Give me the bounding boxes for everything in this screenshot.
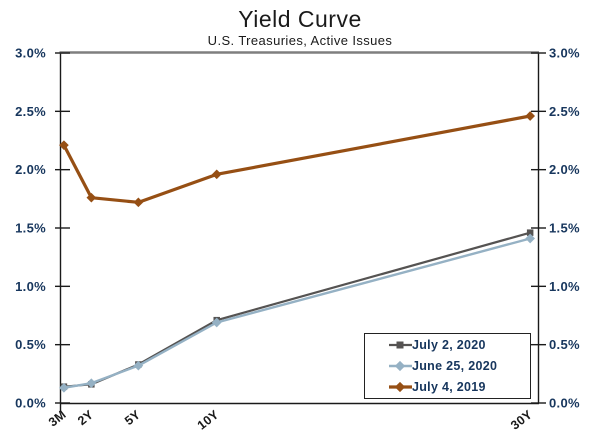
x-axis: 3M 2Y 5Y 10Y 30Y (46, 407, 535, 433)
data-point-marker (59, 140, 69, 151)
legend-label: July 2, 2020 (412, 338, 486, 352)
data-point-marker (394, 360, 406, 372)
data-point-marker (133, 197, 144, 208)
y-tick-label-right: 0.0% (549, 396, 580, 411)
y-tick-label-right: 3.0% (549, 46, 580, 61)
x-tick-label: 5Y (122, 407, 143, 428)
y-tick-label-left: 1.0% (15, 279, 46, 294)
data-point-marker (86, 378, 97, 389)
data-point-marker (86, 192, 97, 203)
y-tick-label-right: 2.0% (549, 162, 580, 177)
series-marker-icon (389, 381, 412, 393)
data-point-marker (133, 360, 144, 371)
chart-subtitle: U.S. Treasuries, Active Issues (207, 33, 393, 48)
legend: July 2, 2020 June 25, 2020 July 4, 2019 (364, 333, 531, 399)
y-tick-label-right: 1.0% (549, 279, 580, 294)
data-point-marker (394, 381, 406, 393)
series-marker-icon (389, 360, 412, 372)
y-tick-label-left: 3.0% (15, 46, 46, 61)
data-point-marker (525, 233, 536, 244)
x-tick-label: 10Y (195, 407, 222, 433)
y-tick-label-left: 0.0% (15, 396, 46, 411)
legend-label: June 25, 2020 (412, 359, 498, 373)
series-july-4-2019 (59, 111, 536, 208)
legend-item-july-4-2019: July 4, 2019 (389, 377, 530, 397)
y-tick-label-left: 0.5% (15, 337, 46, 352)
x-tick-label: 30Y (508, 407, 535, 433)
data-point-marker (211, 169, 222, 180)
series-line (62, 114, 531, 204)
y-tick-label-left: 2.5% (15, 104, 46, 119)
legend-label: July 4, 2019 (412, 380, 486, 394)
y-tick-label-right: 1.5% (549, 221, 580, 236)
y-tick-label-left: 2.0% (15, 162, 46, 177)
data-point-marker (211, 317, 222, 328)
chart-title: Yield Curve (238, 6, 362, 32)
data-point-marker (526, 229, 534, 236)
x-tick-label: 2Y (75, 407, 96, 428)
data-point-marker (525, 111, 536, 121)
y-axis-right: 0.0% 0.5% 1.0% 1.5% 2.0% 2.5% 3.0% (531, 46, 580, 411)
y-tick-label-right: 2.5% (549, 104, 580, 119)
x-tick-label: 3M (46, 407, 69, 429)
series-june-25-2020 (59, 233, 536, 393)
y-tick-label-left: 1.5% (15, 221, 46, 236)
series-marker-icon (389, 341, 412, 349)
data-point-marker (59, 382, 69, 393)
y-axis-left: 0.0% 0.5% 1.0% 1.5% 2.0% 2.5% 3.0% (15, 46, 70, 411)
data-point-marker (396, 341, 404, 349)
y-tick-label-right: 0.5% (549, 337, 580, 352)
legend-item-june-25-2020: June 25, 2020 (389, 356, 530, 376)
legend-item-july-2-2020: July 2, 2020 (389, 335, 530, 355)
